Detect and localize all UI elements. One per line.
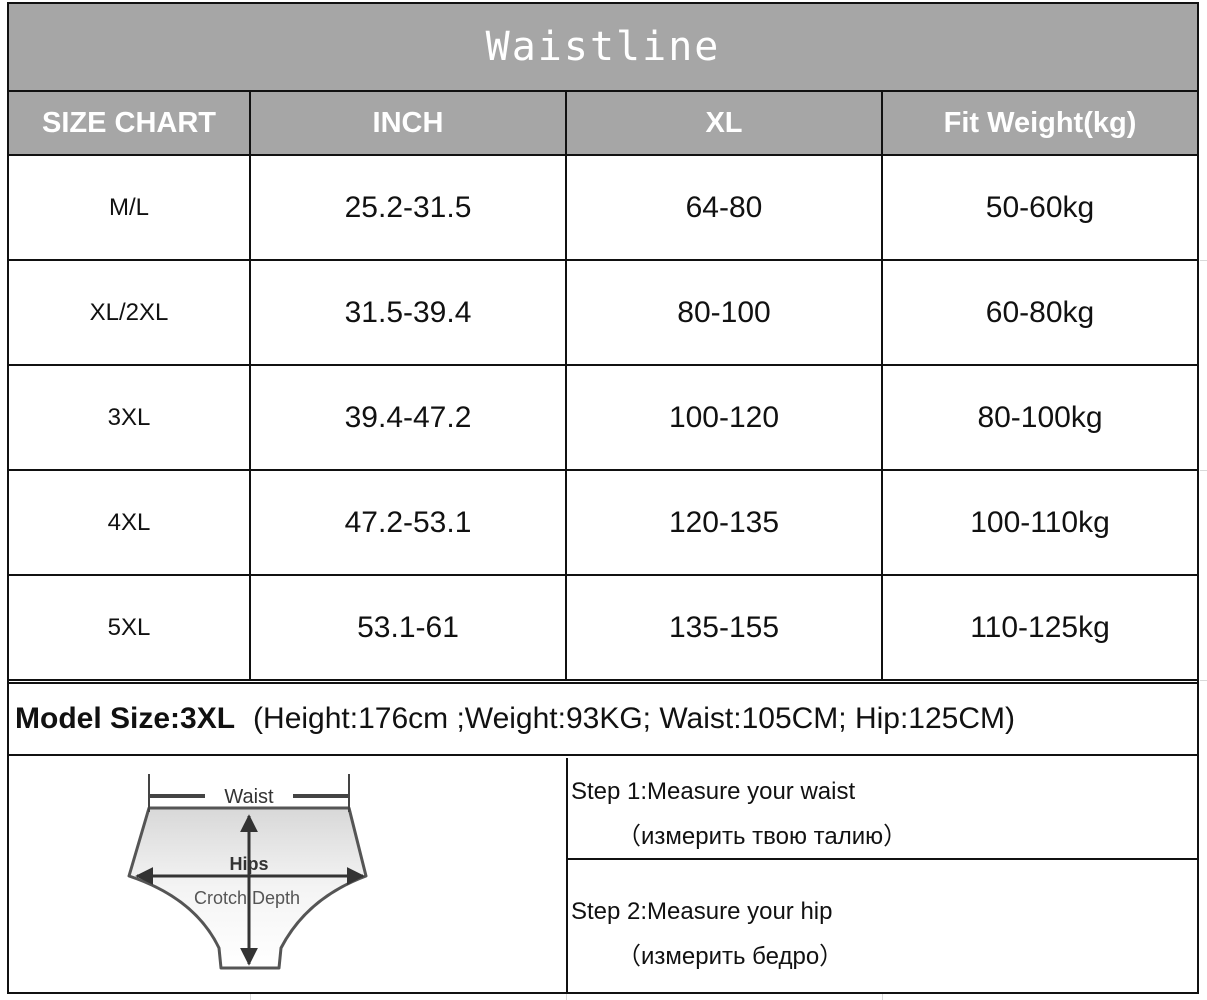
briefs-measurement-diagram: Waist Hips Crotch Depth bbox=[127, 774, 368, 970]
size-cell: 4XL bbox=[9, 469, 251, 576]
header-fit-weight: Fit Weight(kg) bbox=[881, 92, 1197, 156]
step-1-translation: （измерить твою талию） bbox=[617, 823, 908, 850]
xl-cell: 80-100 bbox=[565, 259, 883, 366]
size-cell: M/L bbox=[9, 154, 251, 261]
table-row: XL/2XL 31.5-39.4 80-100 60-80kg bbox=[9, 259, 1197, 366]
weight-cell: 100-110kg bbox=[881, 469, 1197, 576]
waist-label: Waist bbox=[224, 786, 274, 808]
weight-cell: 50-60kg bbox=[881, 154, 1197, 261]
size-cell: 3XL bbox=[9, 364, 251, 471]
size-table: SIZE CHART INCH XL Fit Weight(kg) M/L 25… bbox=[9, 92, 1197, 681]
size-chart-sheet: Waistline SIZE CHART INCH XL Fit Weight(… bbox=[7, 2, 1199, 994]
crotch-depth-label: Crotch Depth bbox=[194, 888, 300, 908]
xl-cell: 64-80 bbox=[565, 154, 883, 261]
model-size-line: Model Size:3XL (Height:176cm ;Weight:93K… bbox=[9, 682, 1197, 756]
measurement-diagram-cell: Waist Hips Crotch Depth bbox=[9, 758, 568, 992]
xl-cell: 100-120 bbox=[565, 364, 883, 471]
table-row: 3XL 39.4-47.2 100-120 80-100kg bbox=[9, 364, 1197, 471]
inch-cell: 31.5-39.4 bbox=[249, 259, 567, 366]
header-inch: INCH bbox=[249, 92, 567, 156]
inch-cell: 39.4-47.2 bbox=[249, 364, 567, 471]
weight-cell: 60-80kg bbox=[881, 259, 1197, 366]
weight-cell: 80-100kg bbox=[881, 364, 1197, 471]
table-row: 4XL 47.2-53.1 120-135 100-110kg bbox=[9, 469, 1197, 576]
model-size-label: Model Size:3XL bbox=[15, 702, 236, 735]
model-details: (Height:176cm ;Weight:93KG; Waist:105CM;… bbox=[253, 702, 1015, 735]
xl-cell: 135-155 bbox=[565, 574, 883, 681]
weight-cell: 110-125kg bbox=[881, 574, 1197, 681]
inch-cell: 53.1-61 bbox=[249, 574, 567, 681]
measure-section: Waist Hips Crotch Depth Step 1:Measure y… bbox=[9, 758, 1197, 992]
header-row: SIZE CHART INCH XL Fit Weight(kg) bbox=[9, 92, 1197, 156]
step-1-text: Step 1:Measure your waist bbox=[571, 778, 856, 805]
xl-cell: 120-135 bbox=[565, 469, 883, 576]
table-row: M/L 25.2-31.5 64-80 50-60kg bbox=[9, 154, 1197, 261]
inch-cell: 47.2-53.1 bbox=[249, 469, 567, 576]
header-size-chart: SIZE CHART bbox=[9, 92, 251, 156]
step-2: Step 2:Measure your hip （измерить бедро） bbox=[568, 862, 1197, 992]
table-row: 5XL 53.1-61 135-155 110-125kg bbox=[9, 574, 1197, 681]
size-cell: 5XL bbox=[9, 574, 251, 681]
inch-cell: 25.2-31.5 bbox=[249, 154, 567, 261]
step-2-text: Step 2:Measure your hip bbox=[571, 898, 833, 925]
step-2-translation: （измерить бедро） bbox=[617, 943, 844, 970]
chart-title: Waistline bbox=[9, 4, 1197, 92]
step-1: Step 1:Measure your waist （измерить твою… bbox=[568, 758, 1197, 860]
size-cell: XL/2XL bbox=[9, 259, 251, 366]
header-xl: XL bbox=[565, 92, 883, 156]
